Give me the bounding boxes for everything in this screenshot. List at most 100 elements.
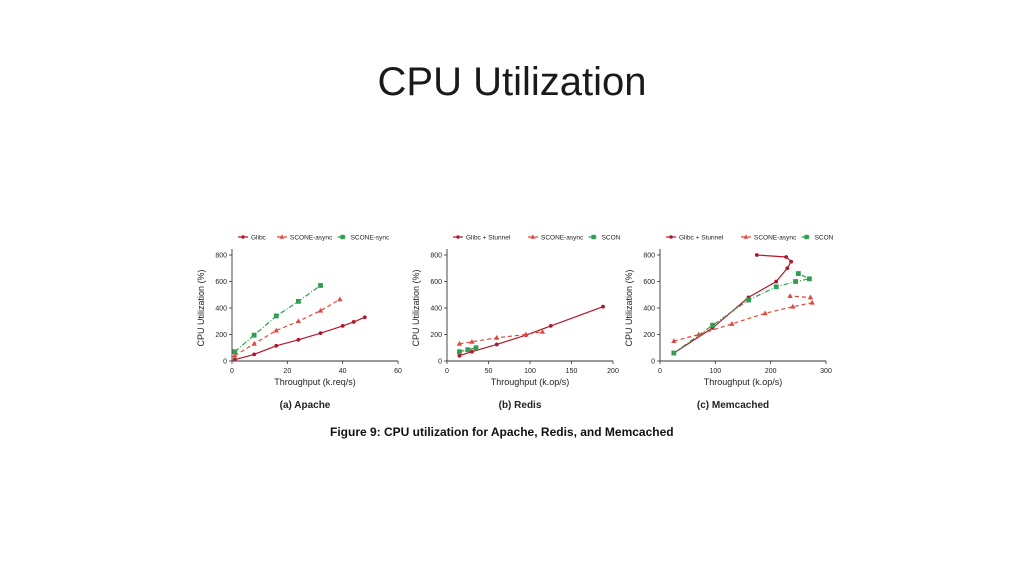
- series-scone_sync: [671, 271, 812, 356]
- data-point: [804, 234, 809, 240]
- y-tick-label: 800: [430, 253, 442, 260]
- data-point: [295, 318, 302, 324]
- legend-label: SCONE-async: [754, 235, 797, 242]
- data-point: [754, 253, 759, 257]
- data-point: [457, 349, 462, 355]
- x-tick-label: 0: [230, 368, 234, 375]
- data-point: [743, 234, 749, 239]
- data-point: [296, 337, 301, 342]
- data-point: [340, 234, 345, 240]
- data-point: [671, 350, 677, 356]
- data-point: [787, 293, 793, 298]
- data-point: [279, 234, 285, 239]
- x-axis-label: Throughput (k.op/s): [491, 377, 570, 387]
- data-point: [351, 319, 356, 324]
- data-point: [241, 235, 245, 239]
- series-line: [234, 316, 366, 361]
- data-point: [252, 352, 257, 357]
- legend-label: Glibc + Stunnel: [679, 235, 724, 242]
- series-line: [234, 285, 321, 353]
- y-axis-label: CPU Utilization (%): [411, 269, 421, 346]
- series-line: [673, 273, 812, 354]
- legend: Glibc + Stunnel SCONE-async SCONE-sync: [666, 234, 833, 242]
- data-point: [273, 327, 279, 333]
- data-point: [232, 349, 238, 355]
- x-tick-label: 20: [283, 368, 291, 375]
- data-point: [809, 299, 815, 305]
- y-tick-label: 0: [651, 359, 655, 366]
- figure: Glibc SCONE-async SCONE-sync 0 200 400 600 800 0…: [190, 225, 833, 450]
- series-glibc: [457, 304, 605, 358]
- x-tick-label: 100: [524, 368, 536, 375]
- data-point: [494, 342, 499, 347]
- panel-subtitle: (a) Apache: [280, 400, 331, 411]
- data-point: [232, 352, 238, 358]
- data-point: [762, 310, 768, 316]
- data-point: [774, 279, 779, 284]
- x-tick-label: 50: [485, 368, 493, 375]
- data-point: [362, 315, 367, 320]
- y-tick-label: 400: [643, 306, 655, 313]
- legend: Glibc + Stunnel SCONE-async SCONE-sync: [453, 234, 620, 242]
- x-tick-label: 300: [820, 368, 832, 375]
- data-point: [530, 234, 536, 239]
- data-point: [773, 284, 779, 290]
- y-tick-label: 800: [643, 253, 655, 260]
- legend-label: SCONE-sync: [351, 235, 390, 242]
- data-point: [274, 343, 279, 348]
- data-point: [273, 313, 279, 319]
- data-point: [469, 349, 474, 354]
- x-tick-label: 200: [765, 368, 777, 375]
- data-point: [465, 347, 471, 353]
- y-tick-label: 400: [215, 306, 227, 313]
- x-tick-label: 0: [658, 368, 662, 375]
- data-point: [729, 321, 735, 326]
- data-point: [746, 297, 751, 303]
- data-point: [317, 307, 324, 313]
- y-tick-label: 0: [223, 359, 227, 366]
- data-point: [523, 331, 529, 337]
- data-point: [784, 255, 789, 259]
- series-glibc: [671, 253, 794, 355]
- legend-label: SCONE-async: [541, 235, 584, 242]
- data-point: [232, 357, 237, 362]
- chart-redis: Glibc + Stunnel SCONE-async SCONE-sync 0 200…: [411, 234, 620, 411]
- series-scone_async: [456, 328, 546, 346]
- x-tick-label: 60: [394, 368, 402, 375]
- data-point: [591, 234, 596, 240]
- data-point: [785, 266, 790, 271]
- legend-label: Glibc: [251, 235, 267, 242]
- data-point: [807, 276, 812, 282]
- data-point: [494, 334, 500, 340]
- x-tick-label: 100: [709, 368, 721, 375]
- legend: Glibc SCONE-async SCONE-sync: [238, 234, 390, 242]
- data-point: [793, 279, 798, 284]
- series-glibc: [232, 315, 367, 362]
- series-line: [234, 298, 341, 357]
- legend-label: SCONE-sync: [815, 235, 833, 242]
- y-tick-label: 800: [215, 253, 227, 260]
- data-point: [296, 298, 301, 304]
- x-axis-label: Throughput (k.req/s): [274, 377, 356, 387]
- legend-label: SCONE-sync: [602, 235, 620, 242]
- data-point: [251, 340, 257, 346]
- figure-caption: Figure 9: CPU utilization for Apache, Re…: [330, 425, 674, 439]
- series-scone_async: [232, 296, 343, 358]
- series-line: [673, 254, 792, 354]
- legend-label: Glibc + Stunnel: [466, 235, 511, 242]
- x-tick-label: 150: [566, 368, 578, 375]
- x-tick-label: 0: [445, 368, 449, 375]
- data-point: [710, 322, 715, 328]
- data-point: [807, 294, 814, 300]
- y-tick-label: 200: [215, 332, 227, 339]
- data-point: [337, 296, 343, 302]
- data-point: [456, 340, 463, 346]
- series-scone_sync: [232, 283, 323, 355]
- data-point: [539, 328, 546, 334]
- chart-apache: Glibc SCONE-async SCONE-sync 0 200 400 600 800 0…: [196, 234, 402, 411]
- series-line: [459, 306, 604, 357]
- series-scone_async: [671, 293, 815, 344]
- series-line: [459, 347, 477, 353]
- data-point: [251, 332, 257, 338]
- data-point: [548, 323, 553, 328]
